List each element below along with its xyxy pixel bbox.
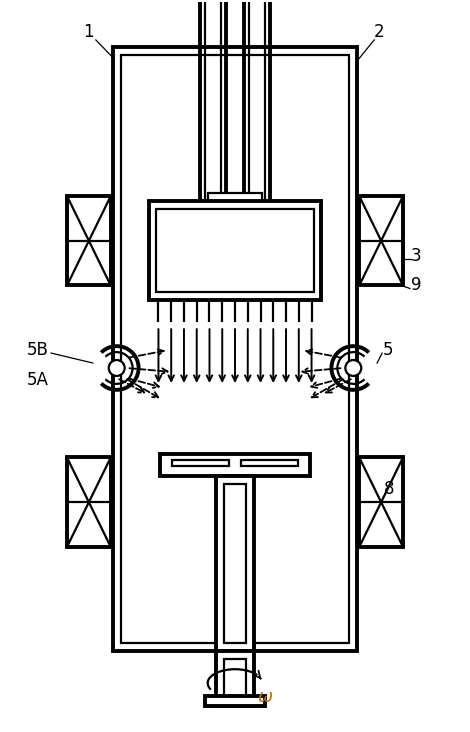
Text: 2: 2 [374, 23, 385, 41]
Text: 1: 1 [84, 23, 94, 41]
Bar [149, 201, 321, 300]
Bar [224, 485, 246, 643]
Bar [205, 696, 265, 706]
Text: 9: 9 [411, 277, 422, 294]
Bar [200, 201, 270, 206]
Bar [113, 47, 357, 651]
Bar [241, 460, 298, 466]
Text: 3: 3 [411, 247, 422, 265]
Bar [121, 55, 349, 643]
Bar [160, 455, 310, 477]
Bar [67, 458, 111, 547]
Bar [208, 193, 262, 214]
Text: 5B: 5B [27, 341, 49, 359]
Circle shape [345, 360, 361, 376]
Text: 5: 5 [383, 341, 393, 359]
Bar [224, 660, 246, 698]
Bar [157, 209, 313, 293]
Bar [359, 196, 403, 285]
Bar [172, 460, 229, 466]
Text: 5A: 5A [27, 371, 49, 389]
Bar [216, 477, 254, 651]
Bar [359, 458, 403, 547]
Text: $\omega$: $\omega$ [257, 688, 273, 706]
Circle shape [109, 360, 125, 376]
Bar [67, 196, 111, 285]
Text: 8: 8 [384, 480, 395, 498]
Bar [216, 651, 254, 706]
